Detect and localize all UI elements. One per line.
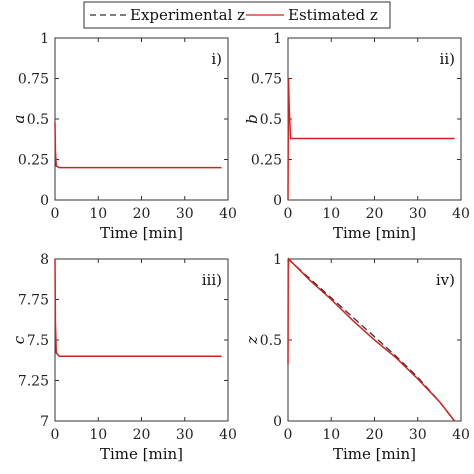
panel-1-ytick-label: 0.75 bbox=[18, 72, 49, 88]
panel-4-xtick-label: 30 bbox=[409, 427, 427, 443]
panel-2-ytick-label: 0.5 bbox=[260, 112, 282, 128]
panel-3-xtick-label: 30 bbox=[176, 427, 194, 443]
panel-2-series-estimated bbox=[287, 78, 455, 201]
panel-1-xtick-label: 20 bbox=[133, 206, 151, 222]
panel-3-ytick-label: 7.5 bbox=[27, 333, 49, 349]
panel-4-xlabel: Time [min] bbox=[333, 445, 416, 463]
panel-2-xtick-label: 10 bbox=[322, 206, 340, 222]
panel-2-xtick-label: 40 bbox=[452, 206, 470, 222]
panel-3-tag: iii) bbox=[202, 271, 222, 289]
panel-4-xtick-label: 0 bbox=[284, 427, 293, 443]
panel-4-series-experimental bbox=[287, 258, 456, 422]
panel-1-xtick-label: 40 bbox=[219, 206, 237, 222]
panel-3-ylabel: c bbox=[10, 335, 28, 344]
panel-4-ylabel: z bbox=[243, 336, 261, 345]
panel-3-ytick-label: 8 bbox=[40, 252, 49, 268]
panel-3-axes-box bbox=[54, 258, 229, 422]
panel-1-ytick-label: 1 bbox=[40, 31, 49, 47]
panel-3-xtick-label: 40 bbox=[219, 427, 237, 443]
panel-1: 0 10 20 30 40 0 0.25 0.5 0.75 1 Time [min] a i) bbox=[10, 31, 237, 242]
panel-2-ylabel: b bbox=[243, 114, 261, 124]
legend-estimated-label: Estimated z bbox=[288, 6, 378, 24]
panel-2-xtick-label: 30 bbox=[409, 206, 427, 222]
panel-4-tag: iv) bbox=[436, 271, 455, 289]
panel-2: 0 10 20 30 40 0 0.25 0.5 0.75 1 Time [min] b ii) bbox=[243, 31, 470, 242]
panel-1-series-estimated bbox=[54, 122, 222, 169]
panel-4-ytick-label: 1 bbox=[273, 252, 282, 268]
panel-3-xtick-label: 20 bbox=[133, 427, 151, 443]
panel-2-axes-box bbox=[287, 37, 462, 201]
panel-1-xtick-label: 10 bbox=[89, 206, 107, 222]
panel-1-ytick-label: 0.25 bbox=[18, 153, 49, 169]
panel-1-xlabel: Time [min] bbox=[100, 224, 183, 242]
panel-2-ytick-label: 0 bbox=[273, 193, 282, 209]
panel-3-xlabel: Time [min] bbox=[100, 445, 183, 463]
panel-2-xlabel: Time [min] bbox=[333, 224, 416, 242]
legend-experimental-label: Experimental z bbox=[130, 6, 245, 24]
panel-2-ytick-label: 0.25 bbox=[251, 153, 282, 169]
panel-3: 0 10 20 30 40 7 7.25 7.5 7.75 8 Time [min] c iii) bbox=[10, 252, 237, 463]
panel-3-ytick-label: 7.25 bbox=[18, 374, 49, 390]
panel-4-xtick-label: 20 bbox=[366, 427, 384, 443]
panel-1-tag: i) bbox=[211, 50, 222, 68]
panel-2-tag: ii) bbox=[440, 50, 455, 68]
panel-1-xtick-label: 30 bbox=[176, 206, 194, 222]
panel-1-xtick-label: 0 bbox=[51, 206, 60, 222]
panel-2-ytick-label: 1 bbox=[273, 31, 282, 47]
legend-box bbox=[83, 1, 391, 29]
panel-1-ytick-label: 0.5 bbox=[27, 112, 49, 128]
panel-2-xtick-label: 20 bbox=[366, 206, 384, 222]
panel-3-xtick-label: 10 bbox=[89, 427, 107, 443]
panel-3-xtick-label: 0 bbox=[51, 427, 60, 443]
legend: Experimental z Estimated z bbox=[83, 1, 391, 29]
panel-4-ytick-label: 0.5 bbox=[260, 333, 282, 349]
panel-1-ylabel: a bbox=[10, 115, 28, 124]
panel-2-ytick-label: 0.75 bbox=[251, 72, 282, 88]
panel-1-ytick-label: 0 bbox=[40, 193, 49, 209]
panel-2-xtick-label: 0 bbox=[284, 206, 293, 222]
panel-3-ytick-label: 7.75 bbox=[18, 293, 49, 309]
panel-3-ytick-label: 7 bbox=[40, 414, 49, 430]
panel-4-xtick-label: 10 bbox=[322, 427, 340, 443]
panel-3-series-estimated bbox=[54, 258, 222, 357]
panel-4-xtick-label: 40 bbox=[452, 427, 470, 443]
panel-4-ytick-label: 0 bbox=[273, 414, 282, 430]
panel-1-axes-box bbox=[54, 37, 229, 201]
panel-4: 0 10 20 30 40 0 0.5 1 Time [min] z iv) bbox=[243, 252, 470, 463]
panel-4-series-estimated bbox=[287, 257, 456, 422]
